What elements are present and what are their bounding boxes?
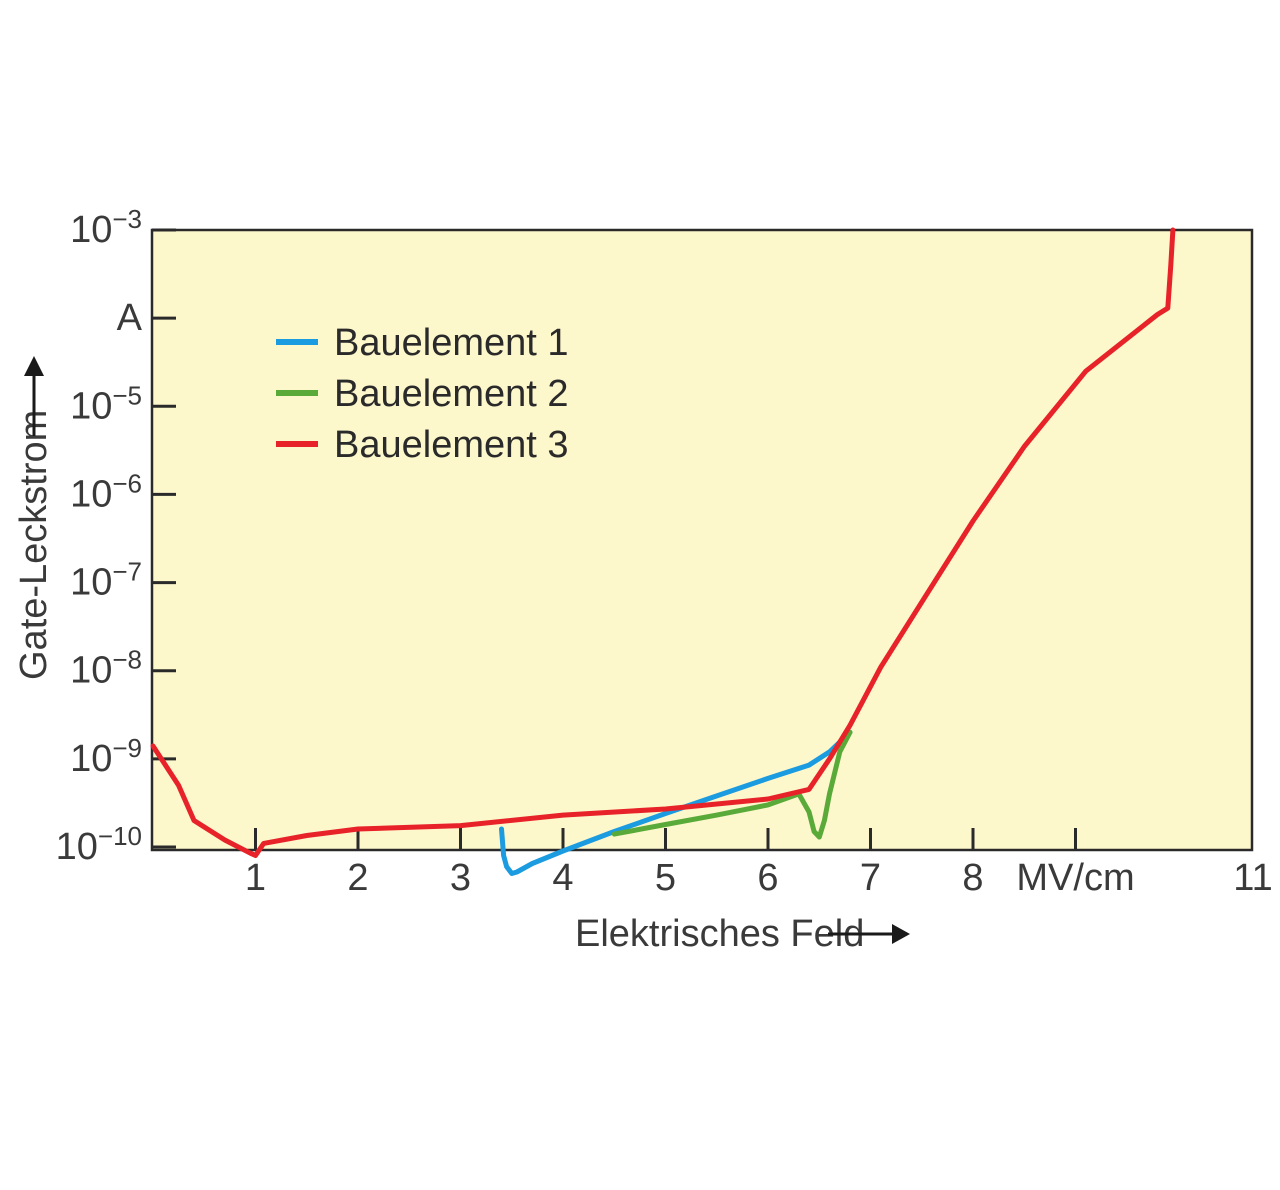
y-tick-label: A bbox=[117, 297, 143, 339]
legend: Bauelement 1 Bauelement 2 Bauelement 3 bbox=[276, 322, 569, 466]
x-tick-label: 2 bbox=[347, 857, 368, 899]
x-tick-label: 5 bbox=[655, 857, 676, 899]
x-axis-arrow bbox=[828, 924, 910, 944]
series-line-1 bbox=[499, 729, 853, 876]
legend-label: Bauelement 3 bbox=[334, 424, 569, 466]
series-line-3 bbox=[150, 227, 1176, 858]
y-axis-arrow bbox=[24, 356, 44, 436]
y-tick-label: 10−9 bbox=[70, 733, 142, 780]
x-tick-label: MV/cm bbox=[1016, 857, 1134, 899]
x-tick-label: 8 bbox=[962, 857, 983, 899]
y-tick-label: 10−10 bbox=[56, 821, 142, 868]
legend-label: Bauelement 2 bbox=[334, 373, 569, 415]
y-axis-title: Gate-Leckstrom bbox=[13, 410, 55, 680]
y-tick-label: 10−5 bbox=[70, 380, 142, 427]
y-tick-label: 10−3 bbox=[70, 204, 142, 251]
x-tick-label: 1 bbox=[245, 857, 266, 899]
legend-label: Bauelement 1 bbox=[334, 322, 569, 364]
y-tick-label: 10−8 bbox=[70, 645, 142, 692]
y-tick-label: 10−6 bbox=[70, 468, 142, 515]
x-tick-label: 4 bbox=[552, 857, 573, 899]
x-tick-label: 6 bbox=[757, 857, 778, 899]
series-line-2 bbox=[611, 729, 853, 840]
plot-area bbox=[150, 228, 1254, 852]
x-tick-label: 3 bbox=[450, 857, 471, 899]
x-tick-label: 11 bbox=[1233, 857, 1272, 899]
y-tick-label: 10−7 bbox=[70, 557, 142, 604]
x-tick-label: 7 bbox=[860, 857, 881, 899]
x-axis-title: Elektrisches Feld bbox=[575, 913, 864, 955]
